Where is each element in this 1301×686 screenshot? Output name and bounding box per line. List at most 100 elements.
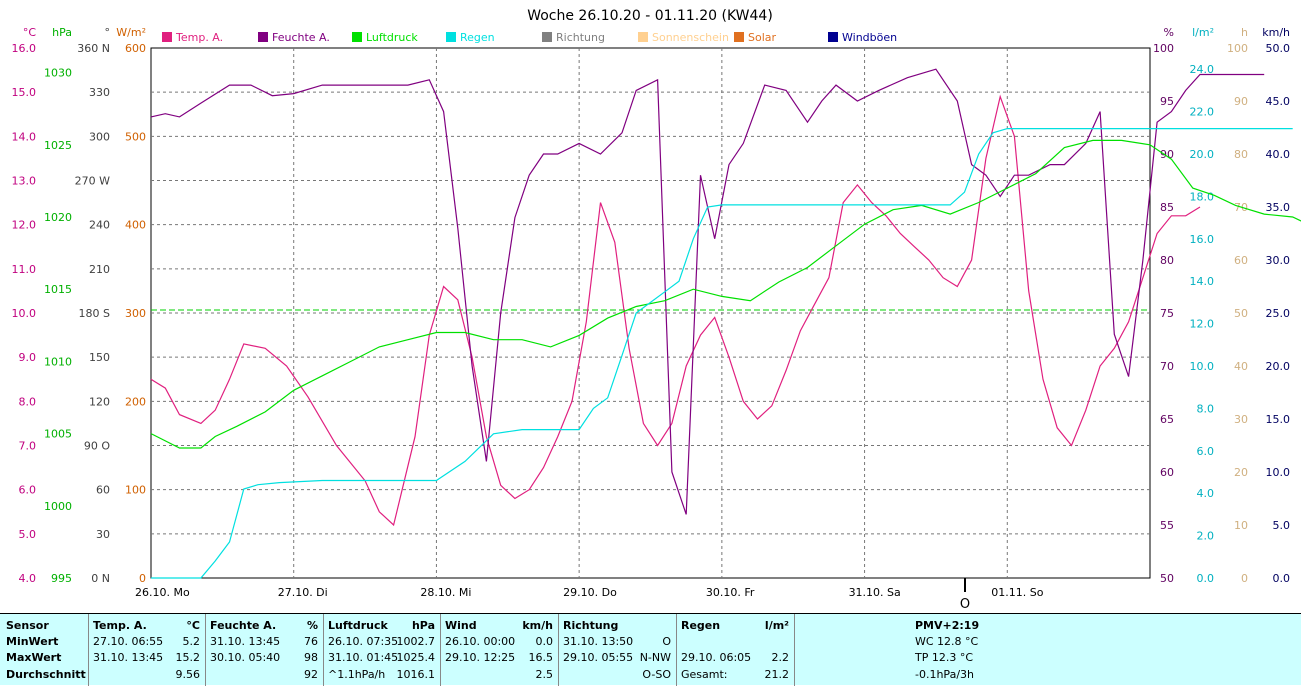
stats-col-wind: Wind km/h 26.10. 00:00 0.0 29.10. 12:25 … xyxy=(441,614,559,686)
axis-tick-pressure: 1005 xyxy=(44,428,72,441)
axis-unit-sunshine: h xyxy=(1241,26,1248,39)
stats-pressure-min-time: 26.10. 07:35 xyxy=(328,635,399,648)
legend-swatch xyxy=(162,32,172,42)
axis-tick-humidity: 75 xyxy=(1160,307,1174,320)
axis-tick-direction: 60 xyxy=(96,484,110,497)
stats-header-pmv: PMV+2:19 xyxy=(915,619,980,632)
stats-rain-total: 21.2 xyxy=(764,668,790,681)
stats-pressure-max-time: 31.10. 01:45 xyxy=(328,651,399,664)
stats-pressure-max: 1025.4 xyxy=(396,651,436,664)
series-line-temp-a- xyxy=(150,94,1201,527)
stats-col-pressure: Luftdruck hPa 26.10. 07:35 1002.7 31.10.… xyxy=(324,614,441,686)
axis-tick-pressure: 1020 xyxy=(44,211,72,224)
axis-tick-temp: 4.0 xyxy=(19,572,37,585)
axis-tick-direction: 240 xyxy=(89,219,110,232)
stats-direction-max: N-NW xyxy=(639,651,671,664)
stats-unit-pressure: hPa xyxy=(411,619,435,632)
stats-direction-max-time: 29.10. 05:55 xyxy=(563,651,634,664)
legend-label: Regen xyxy=(460,31,495,44)
axis-tick-direction: 180 S xyxy=(79,307,110,320)
axis-tick-humidity: 70 xyxy=(1160,360,1174,373)
axis-tick-wind: 35.0 xyxy=(1266,201,1291,214)
legend-swatch xyxy=(446,32,456,42)
weather-chart: Woche 26.10.20 - 01.11.20 (KW44) °C 16.0 1… xyxy=(12,8,1301,612)
x-tick-label: 31.10. Sa xyxy=(849,586,901,599)
x-tick-label: 28.10. Mi xyxy=(420,586,471,599)
axis-tick-wind: 40.0 xyxy=(1266,148,1291,161)
axis-tick-temp: 16.0 xyxy=(12,42,37,55)
stats-row-avg: Durchschnitt xyxy=(6,668,86,681)
statistics-table: Sensor MinWert MaxWert Durchschnitt Temp… xyxy=(0,613,1301,686)
x-tick-label: 01.11. So xyxy=(991,586,1043,599)
axis-tick-pressure: 1010 xyxy=(44,355,72,368)
axis-unit-direction: ° xyxy=(105,26,111,39)
legend-label: Feuchte A. xyxy=(272,31,330,44)
axis-tick-humidity: 80 xyxy=(1160,254,1174,267)
x-axis-labels: 26.10. Mo 27.10. Di 28.10. Mi 29.10. Do 30.1… xyxy=(135,586,1044,599)
axis-tick-rain: 22.0 xyxy=(1190,106,1215,119)
axis-tick-rain: 2.0 xyxy=(1197,530,1215,543)
stats-col-temp: Temp. A. °C 27.10. 06:55 5.2 31.10. 13:4… xyxy=(89,614,206,686)
axis-tick-pressure: 1025 xyxy=(44,139,72,152)
axis-tick-direction: 210 xyxy=(89,263,110,276)
legend-swatch xyxy=(828,32,838,42)
axis-tick-rain: 24.0 xyxy=(1190,63,1215,76)
axis-tick-temp: 10.0 xyxy=(12,307,37,320)
axis-tick-temp: 5.0 xyxy=(19,528,37,541)
y-axes: °C 16.0 15.0 14.0 13.0 12.0 11.0 10.0 9.0 8.0 7.0 6… xyxy=(12,26,1291,585)
legend-swatch xyxy=(542,32,552,42)
axis-tick-sunshine: 40 xyxy=(1234,360,1248,373)
stats-temp-min-time: 27.10. 06:55 xyxy=(93,635,164,648)
stats-rain-max: 2.2 xyxy=(771,651,790,664)
axis-tick-pressure: 1015 xyxy=(44,283,72,296)
stats-humidity-avg: 92 xyxy=(304,668,318,681)
series-line-luftdruck xyxy=(150,139,1301,449)
axis-tick-rain: 12.0 xyxy=(1190,318,1215,331)
axis-tick-direction: 270 W xyxy=(75,175,110,188)
chart-title: Woche 26.10.20 - 01.11.20 (KW44) xyxy=(527,8,773,24)
axis-unit-temp: °C xyxy=(23,26,37,39)
series-group xyxy=(150,68,1301,579)
axis-tick-rain: 18.0 xyxy=(1190,190,1215,203)
stats-wind-min-time: 26.10. 00:00 xyxy=(445,635,516,648)
axis-tick-humidity: 85 xyxy=(1160,201,1174,214)
stats-unit-temp: °C xyxy=(186,619,200,632)
stats-pressure-avg: 1016.1 xyxy=(396,668,436,681)
axis-tick-rain: 0.0 xyxy=(1197,572,1215,585)
axis-unit-humidity: % xyxy=(1164,26,1174,39)
axis-tick-direction: 30 xyxy=(96,528,110,541)
stats-wind-avg: 2.5 xyxy=(535,668,554,681)
axis-tick-solar: 500 xyxy=(125,130,146,143)
axis-tick-wind: 10.0 xyxy=(1266,466,1291,479)
x-tick-label: 30.10. Fr xyxy=(706,586,755,599)
stats-header-sensor: Sensor xyxy=(6,619,49,632)
stats-pressure-trend: ^1.1hPa/h xyxy=(328,668,386,681)
stats-row-max: MaxWert xyxy=(6,651,62,664)
axis-tick-pressure: 1000 xyxy=(44,500,72,513)
axis-tick-sunshine: 90 xyxy=(1234,95,1248,108)
legend-swatch xyxy=(638,32,648,42)
axis-tick-solar: 300 xyxy=(125,307,146,320)
stats-humidity-max: 98 xyxy=(304,651,318,664)
axis-tick-humidity: 100 xyxy=(1153,42,1174,55)
axis-tick-temp: 12.0 xyxy=(12,219,37,232)
stats-row-min: MinWert xyxy=(6,635,59,648)
stats-unit-rain: l/m² xyxy=(764,619,789,632)
x-tick-label: 26.10. Mo xyxy=(135,586,190,599)
axis-tick-humidity: 90 xyxy=(1160,148,1174,161)
stats-header-wind: Wind xyxy=(445,619,477,632)
stats-col-direction: Richtung 31.10. 13:50 O 29.10. 05:55 N-N… xyxy=(559,614,677,686)
stats-temp-max: 15.2 xyxy=(175,651,201,664)
stats-pmv-tp: TP 12.3 °C xyxy=(915,651,974,664)
stats-header-pressure: Luftdruck xyxy=(328,619,388,632)
axis-tick-temp: 8.0 xyxy=(19,395,37,408)
stats-wind-max-time: 29.10. 12:25 xyxy=(445,651,516,664)
axis-tick-solar: 600 xyxy=(125,42,146,55)
axis-tick-direction: 90 O xyxy=(84,440,110,453)
legend-label: Temp. A. xyxy=(175,31,223,44)
axis-tick-wind: 25.0 xyxy=(1266,307,1291,320)
series-line-regen xyxy=(151,128,1293,579)
axis-tick-solar: 100 xyxy=(125,484,146,497)
stats-col-rain: Regen l/m² 29.10. 06:05 2.2 Gesamt: 21.2 xyxy=(677,614,795,686)
x-tick-label: 27.10. Di xyxy=(278,586,328,599)
